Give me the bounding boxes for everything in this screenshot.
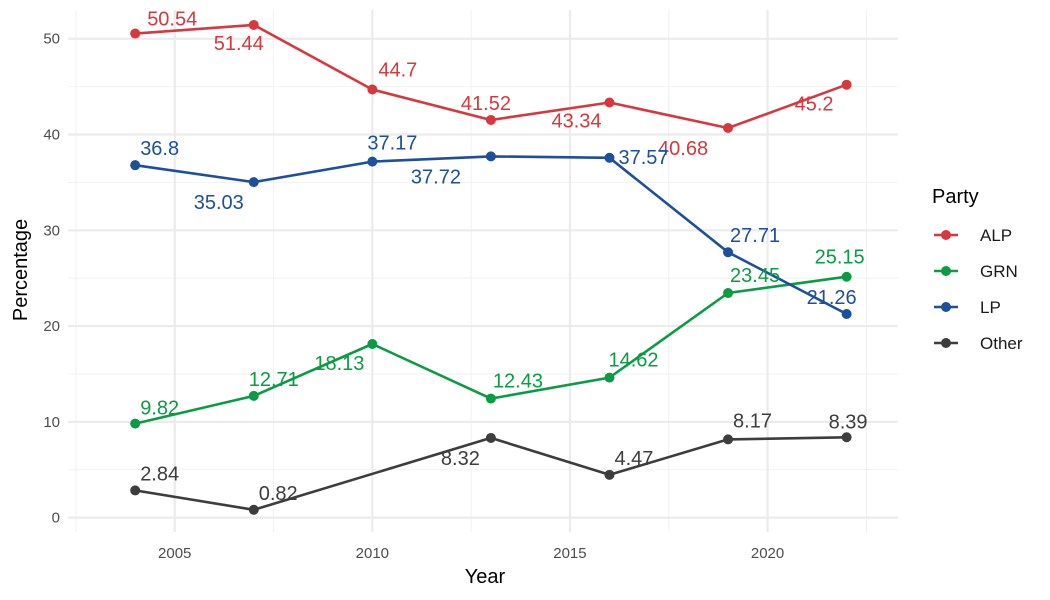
y-tick-label: 30	[43, 222, 60, 239]
data-label-other: 0.82	[259, 483, 298, 505]
data-label-other: 4.47	[614, 448, 653, 470]
data-point-grn	[485, 393, 496, 404]
data-label-lp: 35.03	[194, 192, 244, 214]
y-tick-label: 10	[43, 414, 60, 431]
y-tick-label: 50	[43, 31, 60, 48]
data-point-grn	[604, 372, 615, 383]
data-point-grn	[130, 418, 141, 429]
legend-key-point-grn	[941, 266, 951, 276]
y-tick-label: 20	[43, 318, 60, 335]
series-points	[130, 19, 852, 515]
data-label-alp: 51.44	[214, 33, 264, 55]
data-point-lp	[604, 152, 615, 163]
data-point-alp	[248, 19, 259, 30]
data-label-lp: 37.17	[367, 133, 417, 155]
data-point-lp	[841, 309, 852, 320]
data-label-grn: 14.62	[608, 350, 658, 372]
legend-title: Party	[932, 186, 979, 208]
x-tick-label: 2015	[553, 545, 586, 562]
data-point-alp	[367, 84, 378, 95]
legend-label-alp: ALP	[980, 226, 1012, 245]
data-point-other	[248, 504, 259, 515]
minor-gridlines	[68, 10, 898, 532]
legend-label-grn: GRN	[980, 262, 1018, 281]
data-labels: 50.54 51.44 44.7 41.52 43.34 40.68 45.2 9.82 12.…	[140, 9, 867, 505]
data-label-other: 2.84	[140, 463, 179, 485]
data-label-lp: 27.71	[730, 225, 780, 247]
data-point-other	[485, 432, 496, 443]
data-label-alp: 43.34	[551, 111, 601, 133]
data-label-other: 8.39	[829, 411, 868, 433]
legend-label-other: Other	[980, 334, 1023, 353]
data-point-alp	[130, 28, 141, 39]
y-tick-label: 40	[43, 127, 60, 144]
x-tick-label: 2020	[751, 545, 784, 562]
data-label-lp: 37.72	[411, 166, 461, 188]
data-point-alp	[604, 97, 615, 108]
x-axis-tick-labels: 2005 2010 2015 2020	[158, 545, 784, 562]
data-point-lp	[485, 151, 496, 162]
data-label-other: 8.17	[733, 410, 772, 432]
legend: Party ALP GRN LP Other	[932, 186, 1023, 353]
data-point-lp	[248, 177, 259, 188]
y-tick-label: 0	[52, 510, 60, 527]
data-label-alp: 44.7	[378, 59, 417, 81]
data-point-grn	[367, 338, 378, 349]
x-axis-title: Year	[465, 566, 506, 588]
data-point-alp	[841, 79, 852, 90]
x-tick-label: 2010	[356, 545, 389, 562]
data-point-alp	[485, 114, 496, 125]
y-axis-tick-labels: 0 10 20 30 40 50	[43, 31, 60, 527]
legend-key-point-lp	[941, 302, 951, 312]
legend-key-point-other	[941, 338, 951, 348]
major-gridlines	[68, 10, 898, 532]
data-label-other: 8.32	[441, 448, 480, 470]
data-point-other	[604, 469, 615, 480]
series-line-other	[133, 436, 848, 512]
y-axis-title: Percentage	[10, 219, 32, 321]
data-label-lp: 21.26	[807, 287, 857, 309]
data-label-grn: 18.13	[314, 353, 364, 375]
data-point-grn	[723, 288, 734, 299]
data-label-alp: 45.2	[795, 94, 834, 116]
data-label-grn: 25.15	[815, 247, 865, 269]
data-point-grn	[248, 390, 259, 401]
data-point-other	[841, 432, 852, 443]
data-label-grn: 12.43	[493, 371, 543, 393]
data-point-other	[723, 434, 734, 445]
data-point-grn	[841, 271, 852, 282]
data-point-other	[130, 485, 141, 496]
data-label-alp: 40.68	[658, 138, 708, 160]
data-point-lp	[130, 160, 141, 171]
data-label-alp: 50.54	[147, 9, 197, 31]
data-label-alp: 41.52	[461, 93, 511, 115]
data-point-lp	[367, 156, 378, 167]
data-point-lp	[723, 247, 734, 258]
data-label-lp: 37.57	[618, 147, 668, 169]
data-label-grn: 12.71	[249, 369, 299, 391]
data-point-alp	[723, 123, 734, 134]
x-tick-label: 2005	[158, 545, 191, 562]
data-label-lp: 36.8	[140, 138, 179, 160]
data-label-grn: 23.45	[730, 265, 780, 287]
data-label-grn: 9.82	[140, 398, 179, 420]
legend-key-point-alp	[941, 230, 951, 240]
legend-label-lp: LP	[980, 298, 1001, 317]
